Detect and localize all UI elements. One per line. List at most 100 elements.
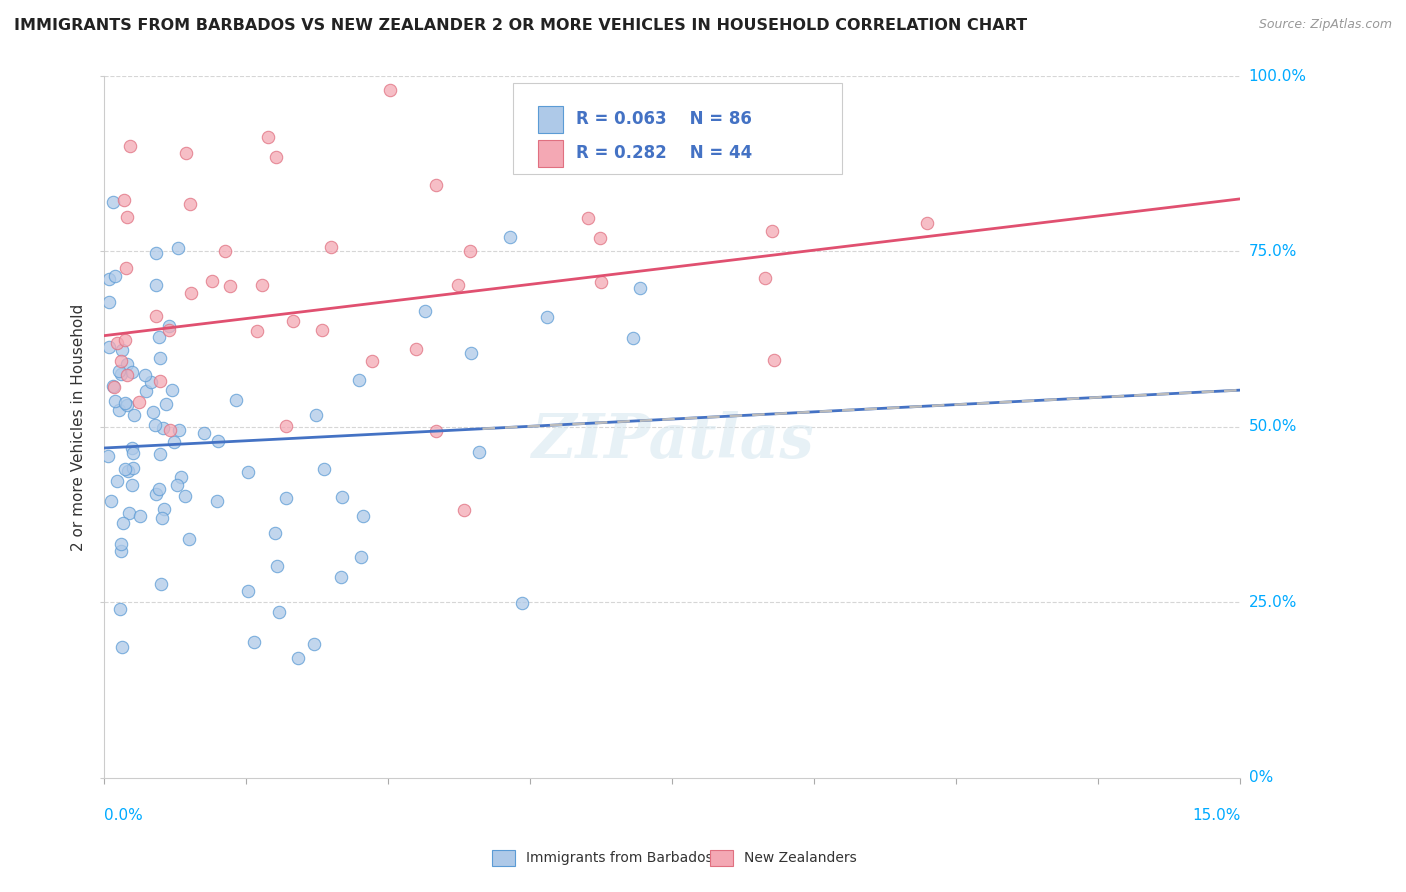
- Point: [150, 511, 173, 525]
- Point: [447, 278, 470, 293]
- Point: [114, 261, 136, 276]
- Point: [145, 487, 167, 501]
- Point: [169, 470, 191, 484]
- Point: [149, 375, 172, 389]
- Point: [112, 516, 135, 530]
- Point: [352, 508, 374, 523]
- Point: [117, 464, 139, 478]
- Point: [111, 640, 134, 654]
- Point: [274, 419, 297, 434]
- Point: [150, 577, 173, 591]
- Point: [214, 244, 236, 258]
- Point: [104, 268, 127, 283]
- Point: [378, 83, 401, 97]
- Text: 0%: 0%: [1249, 771, 1272, 786]
- Point: [510, 597, 533, 611]
- Text: R = 0.282    N = 44: R = 0.282 N = 44: [576, 145, 752, 162]
- Point: [219, 279, 242, 293]
- Point: [114, 334, 136, 348]
- Point: [122, 408, 145, 422]
- Point: [458, 244, 481, 259]
- Text: Source: ZipAtlas.com: Source: ZipAtlas.com: [1258, 18, 1392, 31]
- Text: New Zealanders: New Zealanders: [744, 851, 856, 865]
- Point: [468, 445, 491, 459]
- Point: [148, 447, 170, 461]
- Text: IMMIGRANTS FROM BARBADOS VS NEW ZEALANDER 2 OR MORE VEHICLES IN HOUSEHOLD CORREL: IMMIGRANTS FROM BARBADOS VS NEW ZEALANDE…: [14, 18, 1028, 33]
- Point: [114, 396, 136, 410]
- Point: [149, 351, 172, 365]
- Point: [330, 570, 353, 584]
- Point: [105, 336, 128, 351]
- Point: [108, 602, 131, 616]
- Point: [180, 286, 202, 301]
- Point: [761, 224, 783, 238]
- Point: [536, 310, 558, 325]
- Point: [167, 423, 190, 437]
- Point: [361, 354, 384, 368]
- Point: [281, 314, 304, 328]
- Point: [110, 537, 132, 551]
- Point: [264, 150, 287, 164]
- Point: [134, 368, 156, 382]
- Point: [101, 379, 124, 393]
- Point: [179, 196, 201, 211]
- Point: [117, 368, 139, 383]
- FancyBboxPatch shape: [513, 83, 842, 174]
- Point: [117, 210, 139, 224]
- Y-axis label: 2 or more Vehicles in Household: 2 or more Vehicles in Household: [72, 303, 86, 550]
- Point: [157, 319, 180, 334]
- Point: [98, 272, 121, 286]
- Text: 75.0%: 75.0%: [1249, 244, 1296, 259]
- Point: [121, 365, 143, 379]
- Point: [98, 340, 121, 354]
- Point: [97, 450, 120, 464]
- Point: [238, 465, 260, 479]
- Point: [122, 461, 145, 475]
- Point: [225, 392, 247, 407]
- Point: [257, 129, 280, 144]
- Point: [157, 324, 180, 338]
- Point: [754, 270, 776, 285]
- Point: [173, 489, 195, 503]
- Point: [115, 358, 138, 372]
- Point: [269, 606, 291, 620]
- Point: [578, 211, 600, 225]
- Point: [332, 490, 354, 504]
- Point: [425, 424, 447, 438]
- Point: [121, 441, 143, 455]
- Text: Immigrants from Barbados: Immigrants from Barbados: [526, 851, 713, 865]
- Point: [350, 550, 373, 565]
- Point: [117, 398, 139, 412]
- Point: [110, 354, 132, 368]
- Point: [152, 502, 174, 516]
- FancyBboxPatch shape: [538, 140, 562, 167]
- Point: [114, 462, 136, 476]
- Point: [413, 303, 436, 318]
- Point: [589, 231, 612, 245]
- Point: [143, 418, 166, 433]
- Point: [142, 405, 165, 419]
- Point: [762, 353, 785, 368]
- Point: [166, 241, 188, 255]
- Point: [128, 508, 150, 523]
- Point: [103, 393, 125, 408]
- Point: [145, 245, 167, 260]
- Point: [145, 278, 167, 293]
- Point: [107, 474, 129, 488]
- Point: [103, 195, 125, 210]
- Point: [163, 435, 186, 450]
- Point: [266, 559, 288, 574]
- Point: [193, 426, 215, 441]
- Point: [98, 295, 121, 310]
- Point: [100, 493, 122, 508]
- Point: [162, 383, 184, 397]
- Point: [148, 330, 170, 344]
- Text: 100.0%: 100.0%: [1249, 69, 1306, 84]
- Point: [243, 635, 266, 649]
- Point: [155, 397, 177, 411]
- Text: R = 0.063    N = 86: R = 0.063 N = 86: [576, 111, 752, 128]
- Text: 50.0%: 50.0%: [1249, 419, 1296, 434]
- Point: [274, 491, 297, 505]
- Point: [589, 276, 612, 290]
- Point: [453, 503, 475, 517]
